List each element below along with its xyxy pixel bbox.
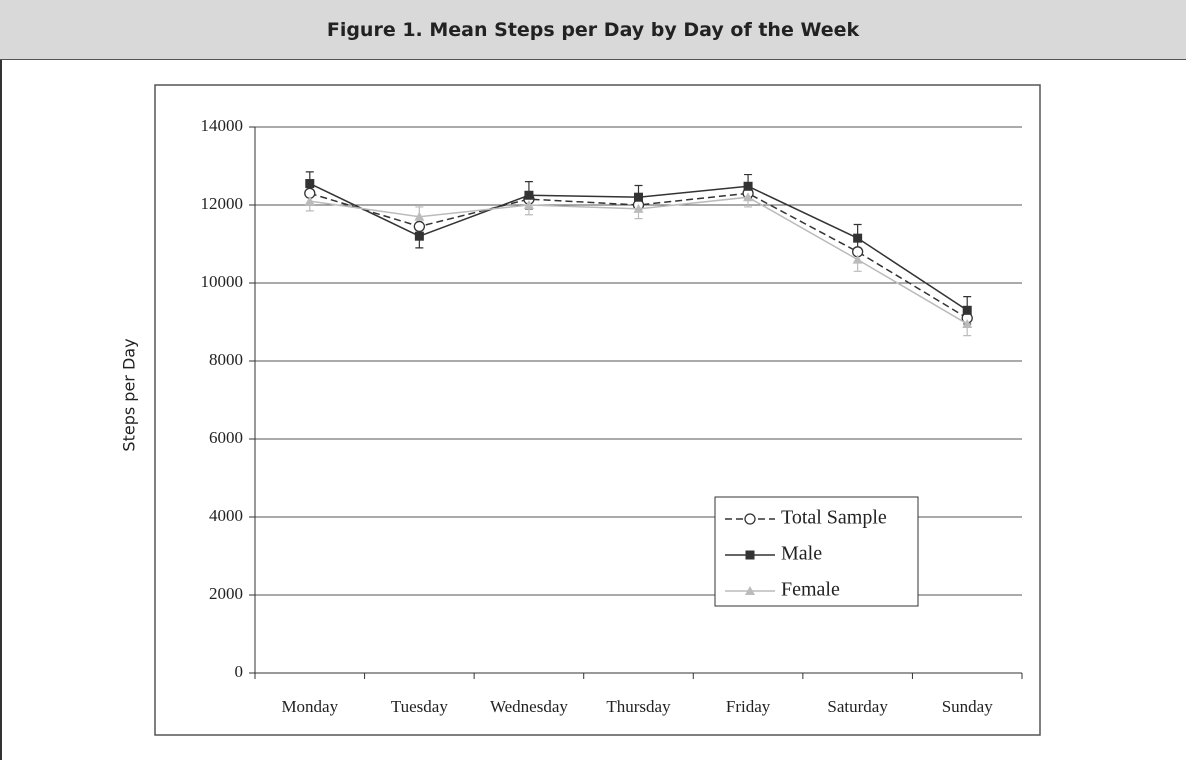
frame bbox=[0, 60, 1186, 760]
point bbox=[743, 181, 753, 191]
y-tick-label: 2000 bbox=[209, 584, 243, 603]
figure-title: Figure 1. Mean Steps per Day by Day of t… bbox=[0, 0, 1186, 60]
point bbox=[413, 220, 426, 233]
point bbox=[523, 200, 534, 209]
legend-marker bbox=[744, 513, 756, 525]
point bbox=[414, 231, 424, 241]
y-tick-label: 12000 bbox=[201, 194, 244, 213]
x-tick-label: Wednesday bbox=[490, 697, 568, 716]
legend-marker bbox=[745, 586, 755, 595]
x-tick-label: Saturday bbox=[827, 697, 888, 716]
y-tick-label: 8000 bbox=[209, 350, 243, 369]
legend-label: Female bbox=[781, 579, 840, 601]
point bbox=[853, 233, 863, 243]
x-tick-label: Monday bbox=[281, 697, 338, 716]
point bbox=[304, 196, 315, 206]
point bbox=[962, 318, 973, 328]
point bbox=[852, 254, 863, 264]
point bbox=[524, 190, 534, 200]
y-axis-label: Steps per Day bbox=[120, 338, 139, 451]
point bbox=[305, 179, 315, 189]
y-tick-label: 10000 bbox=[201, 272, 244, 291]
y-tick-label: 0 bbox=[235, 662, 244, 681]
point bbox=[414, 211, 425, 221]
legend-label: Male bbox=[781, 543, 822, 565]
x-tick-label: Friday bbox=[726, 697, 771, 716]
x-tick-label: Tuesday bbox=[391, 697, 448, 716]
y-tick-label: 4000 bbox=[209, 506, 243, 525]
x-tick-label: Sunday bbox=[942, 697, 994, 716]
legend-marker bbox=[745, 550, 755, 560]
chart-border bbox=[154, 84, 1041, 736]
x-tick-label: Thursday bbox=[606, 697, 671, 716]
y-tick-label: 6000 bbox=[209, 428, 243, 447]
legend-label: Total Sample bbox=[781, 507, 887, 529]
point bbox=[634, 192, 643, 202]
point bbox=[962, 305, 972, 315]
point bbox=[743, 192, 754, 202]
y-tick-label: 14000 bbox=[201, 116, 244, 135]
point bbox=[633, 203, 644, 213]
